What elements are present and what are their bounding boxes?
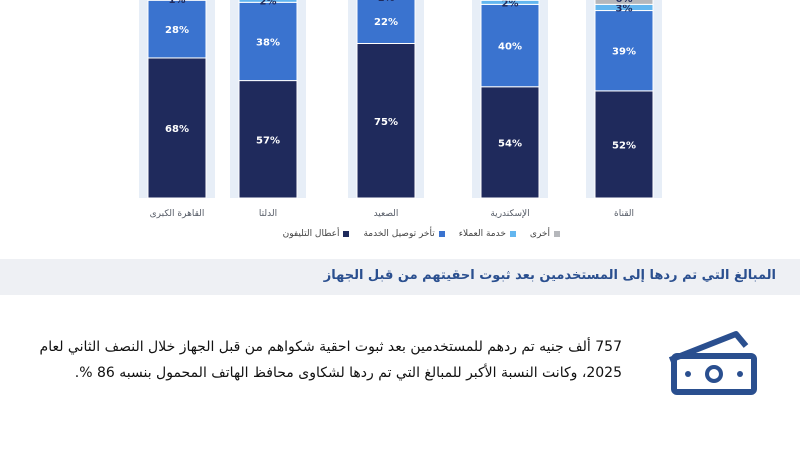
data-label: 54% <box>498 138 522 149</box>
money-bills-icon <box>666 326 762 400</box>
legend-label: خدمة العملاء <box>458 229 506 239</box>
bar-segment <box>356 0 416 44</box>
data-label: 2% <box>502 0 519 9</box>
section-banner: المبالغ التي تم ردها إلى المستخدمين بعد … <box>0 259 800 295</box>
category-label: الدلتا <box>259 209 277 219</box>
category-label: الصعيد <box>374 209 399 219</box>
data-label: 28% <box>165 25 189 36</box>
bar-segment <box>594 10 654 92</box>
chart-legend: أعطال التليفون تأخر توصيل الخدمة خدمة العم… <box>283 229 560 239</box>
legend-swatch <box>343 231 350 237</box>
data-label: 39% <box>612 47 636 58</box>
data-label: 52% <box>612 140 636 151</box>
category-label: الإسكندرية <box>490 209 529 219</box>
bar-segment <box>480 3 540 88</box>
bar-segment <box>238 1 298 82</box>
legend-label: أخرى <box>529 229 550 239</box>
data-label: 22% <box>374 17 398 28</box>
bar-segment <box>594 90 654 199</box>
data-label: 68% <box>165 124 189 135</box>
bar-segment <box>238 80 298 199</box>
legend-swatch <box>554 231 560 237</box>
data-label: 40% <box>498 42 522 53</box>
legend-entry: تأخر توصيل الخدمة <box>363 229 445 239</box>
bar-segment <box>594 0 654 5</box>
stacked-bar-chart: 68% 28% 1% القاهرة الكبرى 57% 38% 2% الدلتا 75% 2… <box>139 0 662 219</box>
data-label: 1% <box>378 0 395 4</box>
category-label: القاهرة الكبرى <box>150 209 205 219</box>
category-label: القناة <box>614 209 634 219</box>
bar-segment <box>356 43 416 199</box>
data-label: 38% <box>256 37 280 48</box>
data-label: 4% <box>502 0 519 3</box>
legend-entry: أعطال التليفون <box>283 229 350 239</box>
data-label: 57% <box>256 135 280 146</box>
data-label: 6% <box>616 0 633 5</box>
bar-segment <box>480 86 540 199</box>
legend-entry: خدمة العملاء <box>459 229 516 239</box>
summary-text: 757 ألف جنيه تم ردهم للمستخدمين بعد ثبوت… <box>39 339 622 381</box>
data-label: 3% <box>616 3 633 14</box>
data-label: 1% <box>169 0 186 6</box>
bar-segment <box>147 57 207 199</box>
bar-segment <box>238 0 298 3</box>
legend-swatch <box>438 231 445 237</box>
section-title: المبالغ التي تم ردها إلى المستخدمين بعد … <box>323 268 776 283</box>
data-label: 75% <box>374 117 398 128</box>
data-label: 2% <box>260 0 277 7</box>
legend-entry: أخرى <box>530 229 560 239</box>
legend-swatch <box>509 231 516 237</box>
legend-label: أعطال التليفون <box>282 229 340 239</box>
legend-label: تأخر توصيل الخدمة <box>363 229 435 239</box>
